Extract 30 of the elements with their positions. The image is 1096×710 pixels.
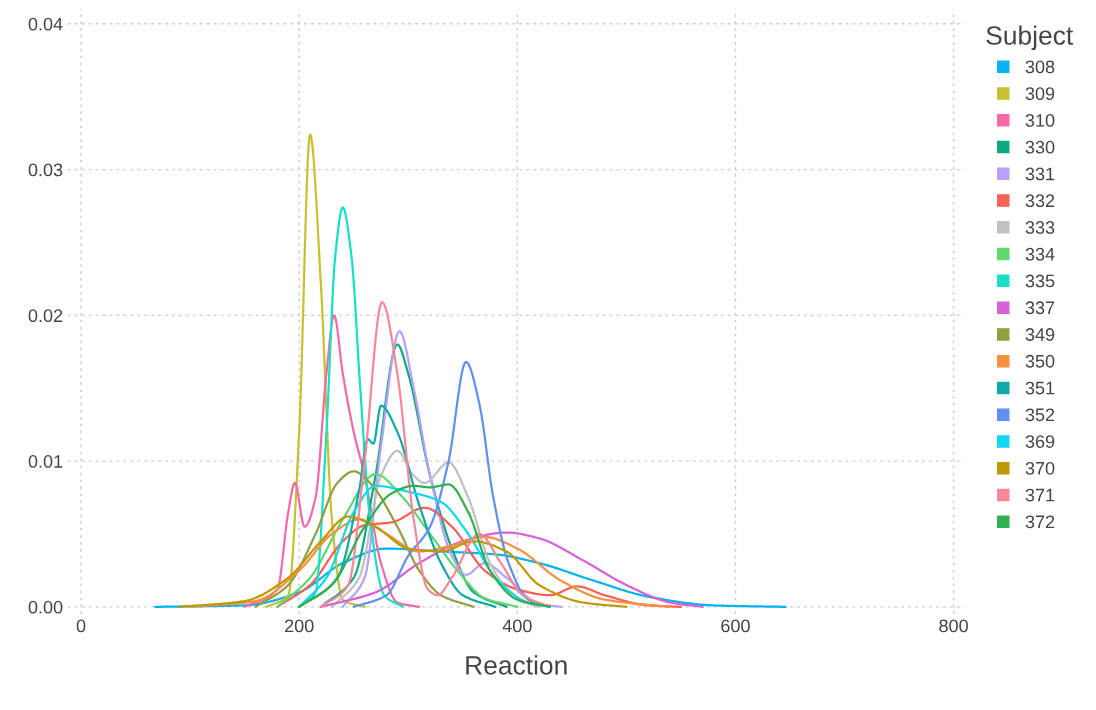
x-tick-label: 800	[939, 619, 968, 633]
x-axis-title: Reaction	[466, 655, 567, 675]
legend-label: 370	[1025, 461, 1055, 475]
legend-label: 369	[1025, 435, 1055, 448]
legend-label: 330	[1025, 140, 1055, 154]
y-tick-label: 0.02	[28, 309, 63, 323]
legend-label: 309	[1025, 87, 1055, 101]
legend-label: 372	[1025, 515, 1055, 529]
y-tick-label: 0.03	[28, 163, 63, 177]
legend-title: Subject	[986, 25, 1074, 51]
legend-label: 335	[1025, 274, 1055, 288]
y-tick-label: 0.04	[28, 17, 63, 31]
x-tick-label: 600	[721, 619, 750, 633]
legend-label: 337	[1025, 301, 1055, 315]
y-tick-label: 0.01	[28, 455, 63, 468]
x-tick-label: 200	[285, 619, 314, 633]
legend-label: 350	[1025, 354, 1055, 368]
legend-label: 334	[1025, 247, 1055, 261]
legend-label: 332	[1025, 194, 1055, 208]
x-tick-label: 0	[76, 619, 86, 633]
y-tick-label: 0.00	[28, 600, 63, 614]
legend-label: 352	[1025, 408, 1055, 422]
legend-label: 371	[1025, 488, 1055, 502]
x-tick-label: 400	[502, 619, 532, 633]
legend-label: 310	[1025, 114, 1055, 127]
legend-label: 351	[1025, 381, 1055, 395]
legend-label: 333	[1025, 221, 1055, 234]
legend-label: 308	[1025, 60, 1055, 74]
legend-label: 331	[1025, 167, 1055, 181]
legend-label: 349	[1025, 328, 1055, 341]
